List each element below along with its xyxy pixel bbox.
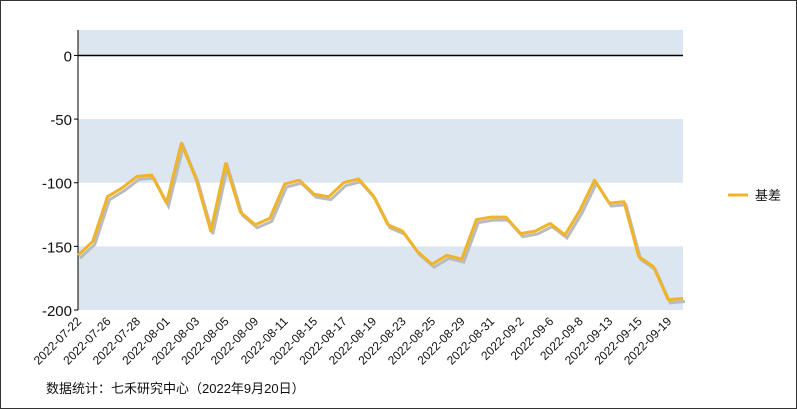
band: [78, 119, 683, 183]
y-tick-label: -50: [50, 112, 72, 129]
band: [78, 30, 683, 56]
y-tick-label: -200: [42, 303, 72, 320]
y-tick-label: -100: [42, 176, 72, 193]
y-tick-label: -150: [42, 239, 72, 256]
legend-label: 基差: [755, 188, 781, 203]
y-tick-label: 0: [64, 48, 72, 65]
band: [78, 246, 683, 310]
source-note: 数据统计：七禾研究中心（2022年9月20日）: [46, 381, 305, 396]
series-line: [76, 141, 684, 302]
